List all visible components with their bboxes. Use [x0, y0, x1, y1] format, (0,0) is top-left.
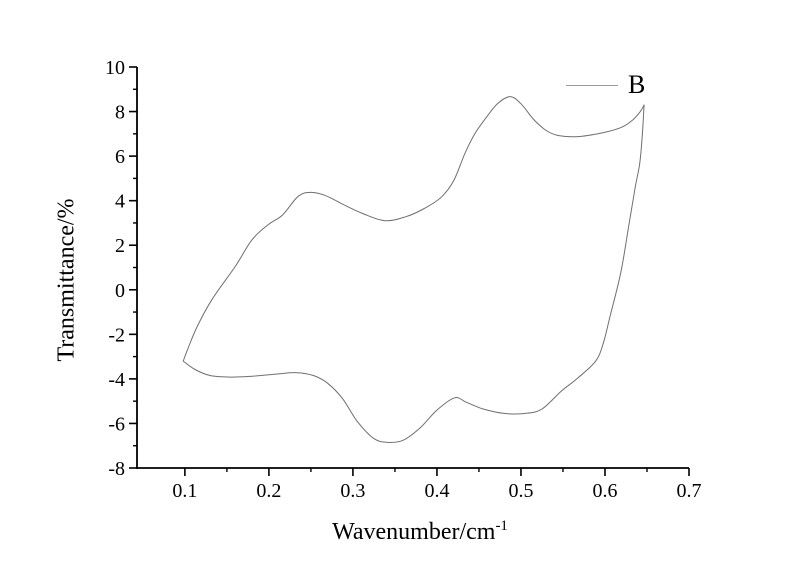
y-tick-label: 10: [105, 57, 125, 79]
y-tick-label: -8: [108, 458, 125, 480]
y-tick-label: -4: [108, 369, 125, 391]
legend-label: B: [628, 70, 646, 99]
y-tick-label: 2: [115, 235, 125, 257]
x-axis-title: Wavenumber/cm-1: [332, 518, 508, 546]
x-tick-label: 0.7: [677, 480, 702, 502]
x-tick-label: 0.4: [424, 480, 449, 502]
y-tick-label: 6: [115, 146, 125, 168]
legend: B: [566, 70, 645, 100]
x-tick-label: 0.5: [508, 480, 533, 502]
y-tick-label: -6: [108, 413, 125, 435]
y-tick-label: 0: [115, 280, 125, 302]
y-tick-label: 4: [115, 191, 125, 213]
x-tick-label: 0.1: [172, 480, 197, 502]
x-tick-label: 0.6: [592, 480, 617, 502]
y-tick-label: 8: [115, 102, 125, 124]
legend-line-sample: [566, 84, 618, 86]
series-B-curve: [182, 96, 645, 443]
y-axis-title-text: Transmittance/%: [53, 198, 80, 362]
x-tick-label: 0.3: [340, 480, 365, 502]
y-tick-label: -2: [108, 324, 125, 346]
x-axis-title-superscript: -1: [495, 518, 508, 534]
x-tick-label: 0.2: [256, 480, 281, 502]
x-axis-title-text: Wavenumber/cm: [332, 519, 496, 545]
y-axis-title: Transmittance/%: [54, 198, 81, 361]
